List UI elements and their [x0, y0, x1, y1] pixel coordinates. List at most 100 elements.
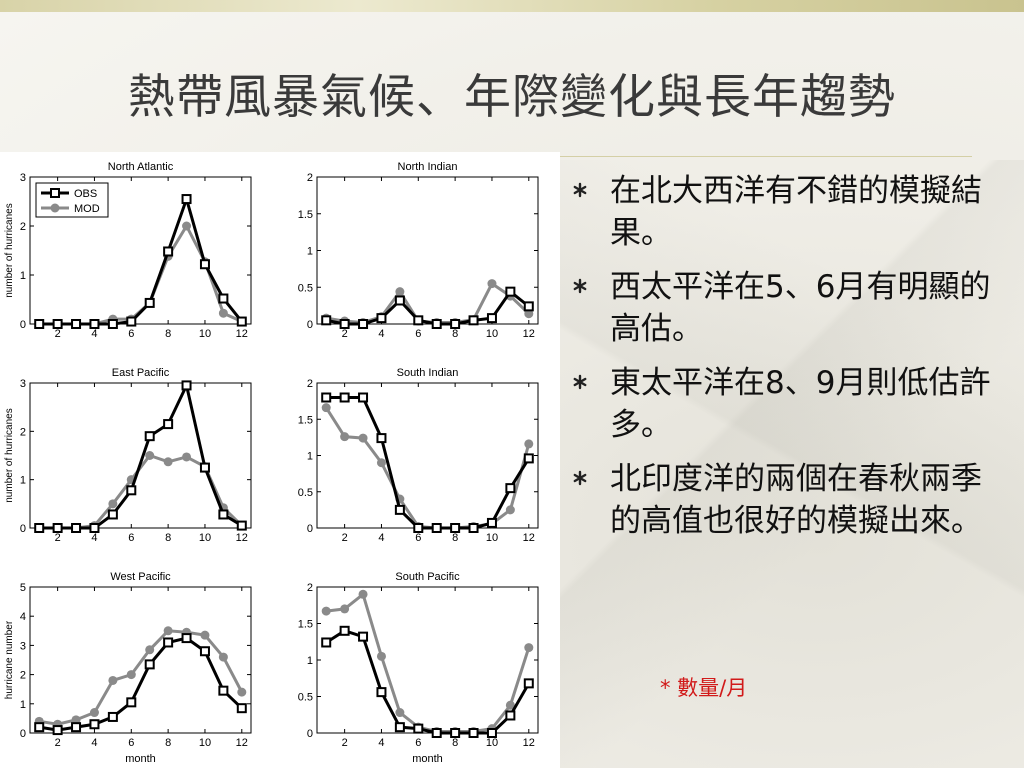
obs-data-point	[505, 710, 516, 721]
x-tick-label: 12	[236, 737, 248, 749]
x-axis-label: month	[125, 753, 156, 765]
y-tick-label: 0	[307, 319, 313, 331]
x-tick-label: 6	[128, 737, 134, 749]
x-tick-label: 4	[378, 737, 384, 749]
y-tick-label: 3	[20, 378, 26, 390]
y-tick-label: 2	[307, 172, 313, 184]
obs-data-point	[358, 631, 369, 642]
y-tick-label: 0.5	[298, 282, 313, 294]
y-tick-label: 1	[307, 655, 313, 667]
obs-data-point	[218, 293, 229, 304]
obs-data-point	[71, 722, 82, 733]
bullet-item: 東太平洋在8、9月則低估許多。	[572, 362, 992, 446]
obs-data-point	[450, 728, 461, 738]
mod-data-point	[163, 457, 173, 467]
mod-data-point	[395, 708, 405, 718]
bullet-text: 東太平洋在8、9月則低估許多。	[610, 365, 991, 443]
bullet-text: 北印度洋的兩個在春秋兩季的高值也很好的模擬出來。	[610, 461, 982, 539]
y-tick-label: 1.5	[298, 414, 313, 426]
x-tick-label: 10	[199, 737, 211, 749]
mod-data-point	[487, 279, 497, 289]
obs-data-point	[339, 625, 350, 636]
x-tick-label: 8	[452, 328, 458, 340]
mod-data-point	[200, 630, 210, 640]
y-axis-label: number of hurricanes	[4, 408, 15, 503]
obs-data-point	[468, 523, 479, 533]
obs-data-point	[486, 728, 497, 738]
obs-data-point	[376, 687, 387, 698]
obs-data-point	[163, 637, 174, 648]
x-tick-label: 12	[523, 328, 535, 340]
mod-data-point	[358, 589, 368, 599]
mod-data-point	[524, 309, 534, 319]
obs-data-point	[89, 319, 100, 329]
x-tick-label: 4	[378, 532, 384, 544]
obs-data-point	[468, 728, 479, 738]
chart-title: North Atlantic	[108, 161, 174, 173]
obs-data-point	[486, 313, 497, 324]
obs-data-point	[413, 723, 424, 734]
y-tick-label: 1	[20, 475, 26, 487]
y-tick-label: 4	[20, 611, 26, 623]
obs-data-point	[52, 725, 63, 736]
obs-data-point	[52, 523, 63, 533]
plot-frame	[316, 586, 539, 734]
obs-data-point	[144, 431, 155, 442]
obs-data-point	[394, 504, 405, 515]
obs-data-point	[321, 637, 332, 648]
mod-data-point	[358, 433, 368, 443]
y-tick-label: 2	[307, 582, 313, 594]
y-tick-label: 0	[307, 728, 313, 740]
y-axis-label: hurricane number	[4, 620, 15, 699]
x-tick-label: 4	[378, 328, 384, 340]
bullet-item: 北印度洋的兩個在春秋兩季的高值也很好的模擬出來。	[572, 458, 992, 542]
obs-data-point	[431, 319, 442, 329]
obs-data-point	[339, 392, 350, 403]
obs-data-point	[450, 523, 461, 533]
obs-data-point	[431, 523, 442, 533]
x-tick-label: 10	[486, 532, 498, 544]
title-divider	[560, 156, 972, 157]
obs-data-point	[523, 301, 534, 312]
obs-data-point	[89, 719, 100, 730]
y-tick-label: 0.5	[298, 692, 313, 704]
obs-data-point	[236, 520, 247, 531]
obs-data-point	[144, 297, 155, 308]
y-tick-label: 0	[307, 523, 313, 535]
obs-data-point	[413, 315, 424, 326]
obs-data-point	[218, 509, 229, 520]
mod-data-point	[340, 432, 350, 442]
x-axis-label: month	[412, 753, 443, 765]
asterisk-bullet-icon	[573, 374, 587, 390]
asterisk-bullet-icon	[573, 182, 587, 198]
x-tick-label: 12	[236, 532, 248, 544]
y-tick-label: 2	[307, 378, 313, 390]
chart-title: South Indian	[397, 367, 459, 379]
plot-frame	[29, 382, 252, 529]
obs-data-point	[89, 523, 100, 533]
chart-title: South Pacific	[395, 571, 460, 583]
x-tick-label: 10	[199, 328, 211, 340]
mod-data-point	[505, 700, 515, 710]
x-tick-label: 4	[91, 532, 97, 544]
x-tick-label: 8	[165, 737, 171, 749]
chart-title: North Indian	[398, 161, 458, 173]
mod-data-point	[524, 643, 534, 653]
chart-title: West Pacific	[110, 571, 171, 583]
obs-data-point	[126, 316, 137, 327]
x-tick-label: 2	[342, 532, 348, 544]
obs-data-point	[523, 678, 534, 689]
x-tick-label: 8	[452, 737, 458, 749]
x-tick-label: 8	[165, 328, 171, 340]
mod-data-point	[145, 645, 155, 655]
x-tick-label: 6	[128, 328, 134, 340]
mod-data-point	[395, 287, 405, 297]
obs-data-point	[376, 433, 387, 444]
mod-data-point	[182, 452, 192, 462]
x-tick-label: 8	[165, 532, 171, 544]
mod-data-point	[524, 439, 534, 449]
obs-data-point	[199, 646, 210, 657]
x-tick-label: 6	[415, 532, 421, 544]
obs-data-point	[199, 462, 210, 473]
mod-data-point	[71, 715, 81, 725]
